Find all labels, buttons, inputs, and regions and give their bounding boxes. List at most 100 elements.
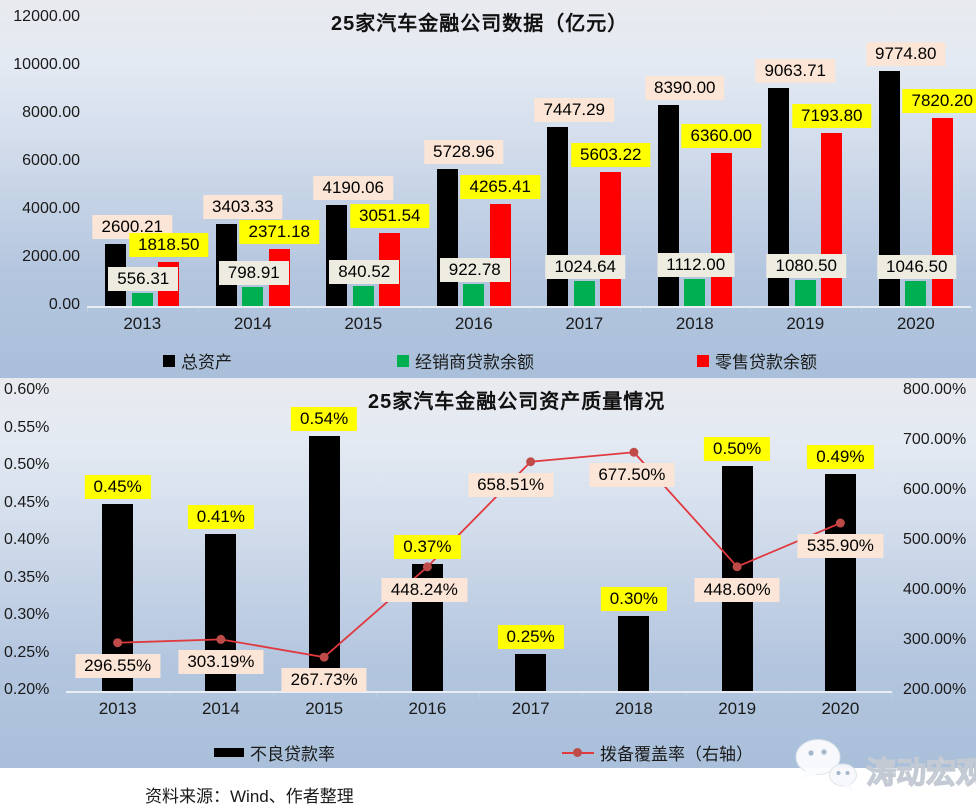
bottom-chart-panel xyxy=(0,378,976,768)
bar-总资产-2020 xyxy=(878,71,900,306)
data-label: 7193.80 xyxy=(792,104,872,129)
dealer-loans-swatch-icon xyxy=(397,354,409,367)
x-axis-label: 2019 xyxy=(786,314,825,333)
left-y-tick-label: 0.55% xyxy=(4,418,50,436)
line-marker-icon xyxy=(113,638,123,648)
x-axis-tick xyxy=(529,308,530,313)
x-axis-label: 2020 xyxy=(821,699,860,718)
x-axis-label: 2020 xyxy=(896,314,935,333)
x-axis-label: 2016 xyxy=(454,314,493,333)
bar-零售贷款余额-2016 xyxy=(489,203,511,306)
right-y-tick-label: 500.00% xyxy=(903,531,967,548)
y-tick-label: 0.00 xyxy=(48,296,80,313)
data-label: 1818.50 xyxy=(129,233,209,258)
data-label: 5728.96 xyxy=(424,139,504,164)
legend-item-npl-ratio: 不良贷款率 xyxy=(214,740,335,765)
legend-item-dealer-loans: 经销商贷款余额 xyxy=(397,348,534,373)
left-y-tick-label: 0.40% xyxy=(4,531,50,548)
data-label: 535.90% xyxy=(797,534,883,559)
line-marker-icon xyxy=(629,447,639,457)
y-tick-label: 8000.00 xyxy=(22,104,80,121)
bar-不良贷款率-2018 xyxy=(618,616,650,691)
line-marker-icon xyxy=(835,518,845,528)
data-label: 6360.00 xyxy=(681,124,761,149)
data-label: 922.78 xyxy=(439,257,510,282)
x-axis-label: 2017 xyxy=(565,314,604,333)
wechat-watermark: 涛动宏观 xyxy=(792,736,976,798)
data-label: 677.50% xyxy=(589,463,675,488)
data-label: 0.54% xyxy=(291,407,358,431)
x-axis-label: 2013 xyxy=(123,314,162,333)
bar-经销商贷款余额-2017 xyxy=(573,281,595,306)
x-axis-label: 2014 xyxy=(233,314,272,333)
data-label: 5603.22 xyxy=(571,142,651,167)
x-axis-tick xyxy=(750,308,751,313)
right-y-tick-label: 200.00% xyxy=(903,681,967,698)
left-y-tick-label: 0.30% xyxy=(4,606,50,623)
data-label: 1024.64 xyxy=(545,255,625,280)
data-label: 7820.20 xyxy=(902,89,976,114)
x-axis-label: 2013 xyxy=(98,699,137,718)
left-y-tick-label: 0.35% xyxy=(4,568,50,586)
data-label: 9063.71 xyxy=(755,59,835,84)
x-axis-tick xyxy=(197,308,199,313)
right-y-tick-label: 400.00% xyxy=(903,581,967,598)
data-label: 1046.50 xyxy=(877,254,957,279)
data-label: 1112.00 xyxy=(657,253,735,278)
bottom-chart-title: 25家汽车金融公司资产质量情况 xyxy=(368,391,666,413)
data-label: 3403.33 xyxy=(203,195,283,220)
x-axis-tick xyxy=(788,693,790,698)
bar-总资产-2019 xyxy=(768,88,790,306)
right-y-tick-label: 800.00% xyxy=(903,381,967,398)
x-axis-tick xyxy=(639,308,641,313)
data-label: 0.41% xyxy=(187,504,254,529)
bar-总资产-2015 xyxy=(326,205,348,306)
x-axis-label: 2018 xyxy=(675,314,714,333)
x-axis-tick xyxy=(418,308,420,313)
data-label: 9774.80 xyxy=(866,42,946,67)
legend-item-retail-loans: 零售贷款余额 xyxy=(697,348,817,373)
coverage-ratio-swatch-icon xyxy=(562,748,594,757)
data-label: 0.45% xyxy=(84,474,151,499)
legend-item-coverage-ratio: 拨备覆盖率（右轴） xyxy=(562,740,753,765)
x-axis-tick xyxy=(375,693,377,698)
data-label: 2371.18 xyxy=(239,220,319,245)
x-axis-label: 2018 xyxy=(614,699,653,718)
bar-经销商贷款余额-2020 xyxy=(905,280,927,306)
data-label: 798.91 xyxy=(218,260,289,285)
line-marker-icon xyxy=(526,457,536,467)
x-axis-line xyxy=(66,691,892,693)
bar-经销商贷款余额-2018 xyxy=(684,279,706,306)
y-tick-label: 10000.00 xyxy=(13,56,80,73)
bar-零售贷款余额-2018 xyxy=(710,153,732,306)
x-axis-label: 2014 xyxy=(201,699,240,718)
data-label: 0.25% xyxy=(497,624,564,649)
legend-label: 拨备覆盖率（右轴） xyxy=(600,745,753,764)
data-label: 4265.41 xyxy=(460,174,540,199)
left-y-tick-label: 0.25% xyxy=(4,643,50,661)
x-axis-tick xyxy=(308,308,309,313)
data-label: 448.60% xyxy=(694,577,780,602)
npl-ratio-swatch-icon xyxy=(214,748,244,757)
line-marker-icon xyxy=(732,562,742,572)
x-axis-tick xyxy=(169,693,171,698)
legend-label: 零售贷款余额 xyxy=(715,353,817,372)
line-marker-icon xyxy=(319,652,329,662)
bar-经销商贷款余额-2019 xyxy=(794,280,816,306)
legend-label: 不良贷款率 xyxy=(250,745,335,764)
y-tick-label: 2000.00 xyxy=(22,248,80,265)
wechat-icon xyxy=(795,739,857,792)
left-y-tick-label: 0.50% xyxy=(4,456,50,473)
y-tick-label: 6000.00 xyxy=(22,152,80,169)
data-label: 0.49% xyxy=(807,444,874,469)
data-label: 840.52 xyxy=(329,259,400,284)
right-y-tick-label: 700.00% xyxy=(903,431,967,448)
data-label: 448.24% xyxy=(381,577,467,602)
line-marker-icon xyxy=(422,562,432,572)
x-axis-tick xyxy=(892,693,893,698)
x-axis-tick xyxy=(87,308,88,313)
data-label: 8390.00 xyxy=(645,75,725,100)
data-label: 0.30% xyxy=(600,587,667,611)
legend-item-total-assets: 总资产 xyxy=(163,348,232,373)
